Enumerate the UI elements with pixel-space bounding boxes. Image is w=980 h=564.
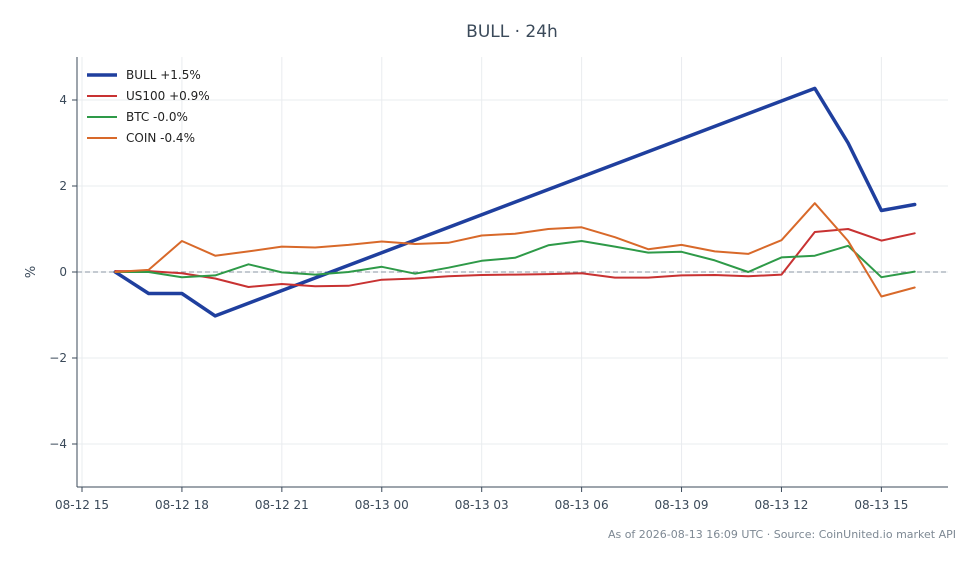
legend-label: COIN -0.4%: [126, 131, 195, 145]
x-axis-ticks: 08-12 15 08-12 18 08-12 21 08-13 00 08-13 03…: [55, 487, 908, 512]
legend-label: BTC -0.0%: [126, 110, 188, 124]
legend-label: US100 +0.9%: [126, 89, 210, 103]
series-line-1: [113, 86, 917, 318]
x-tick-label: 08-13 09: [655, 498, 709, 512]
x-tick-label: 08-13 00: [355, 498, 409, 512]
x-tick-label: 08-12 21: [255, 498, 309, 512]
source-footnote: As of 2026-08-13 16:09 UTC · Source: Coi…: [608, 528, 956, 541]
y-tick-label: 4: [59, 93, 67, 107]
x-tick-label: 08-13 12: [754, 498, 808, 512]
y-axis-label: %: [24, 266, 39, 278]
y-tick-label: −4: [49, 437, 67, 451]
series-line-2: [114, 228, 916, 288]
x-tick-label: 08-13 03: [455, 498, 509, 512]
x-tick-label: 08-12 15: [55, 498, 109, 512]
series-lines: [113, 86, 917, 318]
x-tick-label: 08-13 06: [555, 498, 609, 512]
y-tick-label: 2: [59, 179, 67, 193]
y-axis-ticks: −4 −2 0 2 4: [49, 93, 77, 451]
series-line-4: [114, 202, 916, 298]
legend: BULL +1.5% US100 +0.9% BTC -0.0% COIN -0.4%: [87, 68, 210, 145]
x-tick-label: 08-12 18: [155, 498, 209, 512]
series-line-3: [114, 240, 916, 279]
y-tick-label: −2: [49, 351, 67, 365]
chart-title: BULL · 24h: [466, 22, 558, 42]
x-tick-label: 08-13 15: [854, 498, 908, 512]
y-tick-label: 0: [59, 265, 67, 279]
legend-label: BULL +1.5%: [126, 68, 201, 82]
